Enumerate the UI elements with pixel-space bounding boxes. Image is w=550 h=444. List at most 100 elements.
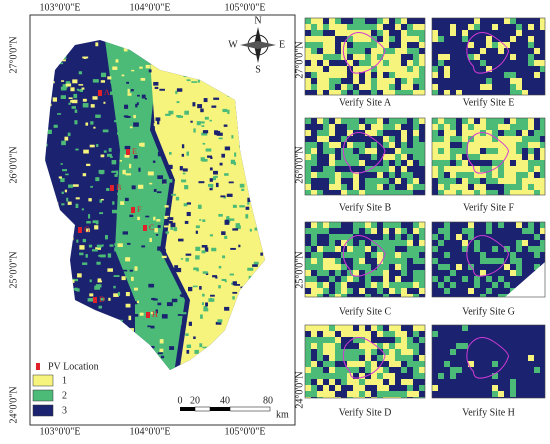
panel-cell (401, 367, 407, 373)
panel-cell (419, 228, 425, 234)
panel-cell (407, 343, 413, 349)
texture (205, 302, 208, 307)
texture (279, 224, 282, 228)
texture (272, 304, 275, 306)
texture (181, 144, 185, 149)
panel-cell (317, 367, 323, 373)
panel-cell (377, 178, 383, 184)
panel-cell (450, 172, 456, 178)
panel-cell (383, 331, 389, 337)
panel-cell (389, 154, 395, 160)
texture (45, 290, 46, 293)
texture (199, 75, 205, 78)
panel-cell (407, 60, 413, 66)
panel-cell (305, 42, 311, 48)
panel-cell (323, 78, 329, 84)
panel-cell (347, 142, 353, 148)
texture (257, 304, 262, 307)
panel-cell (371, 142, 377, 148)
panel-cell (389, 391, 395, 397)
panel-cell (498, 294, 504, 297)
panel-title: Verify Site E (463, 97, 515, 108)
texture (266, 90, 269, 92)
texture (268, 140, 273, 144)
panel-cell (516, 24, 522, 30)
texture (153, 216, 156, 221)
texture (184, 110, 189, 115)
texture (117, 243, 123, 247)
panel-cell (377, 258, 383, 264)
panel-cell (450, 130, 456, 136)
texture (264, 208, 265, 212)
panel-cell (377, 72, 383, 78)
panel-cell (311, 154, 317, 160)
panel-cell (359, 252, 365, 258)
texture (124, 197, 129, 202)
texture (222, 255, 226, 259)
panel-cell (486, 172, 492, 178)
texture (224, 173, 229, 176)
panel-cell (329, 142, 335, 148)
panel-cell (341, 90, 347, 95)
panel-cell (371, 90, 377, 95)
panel-cell (480, 118, 486, 124)
panel-cell (413, 373, 419, 379)
texture (105, 364, 111, 369)
compass-letter: S (255, 64, 261, 75)
texture (203, 98, 208, 103)
panel-cell (474, 148, 480, 154)
panel-cell (305, 361, 311, 367)
panel-cell (534, 178, 540, 184)
panel-cell (389, 397, 395, 398)
texture (100, 297, 105, 301)
panel-cell (534, 130, 540, 136)
panel-cell (335, 54, 341, 60)
texture (202, 346, 208, 349)
texture (251, 278, 256, 282)
panel-cell (432, 90, 438, 95)
panel-latitude-label: 26°0'0"N (294, 146, 305, 183)
panel-cell (389, 78, 395, 84)
panel-cell (504, 136, 510, 142)
panel-cell (438, 136, 444, 142)
panel-cell (450, 178, 456, 184)
panel-cell (305, 343, 311, 349)
panel-cell (438, 154, 444, 160)
texture (92, 79, 99, 83)
texture (113, 362, 116, 366)
texture (180, 258, 184, 260)
panel-cell (341, 240, 347, 246)
panel-cell (510, 184, 516, 190)
panel-cell (359, 361, 365, 367)
panel-cell (432, 148, 438, 154)
texture (169, 57, 173, 61)
panel-cell (371, 349, 377, 355)
panel-cell (468, 222, 474, 228)
texture (119, 220, 124, 225)
texture (87, 298, 94, 302)
panel-cell (474, 282, 480, 288)
panel-cell (359, 190, 365, 195)
panel-cell (335, 373, 341, 379)
texture (261, 222, 264, 225)
panel-cell (323, 148, 329, 154)
panel-cell (305, 270, 311, 276)
texture (209, 44, 213, 47)
panel-cell (492, 124, 498, 130)
panel-cell (383, 228, 389, 234)
legend-label: 3 (62, 405, 67, 416)
panel-cell (383, 48, 389, 54)
texture (173, 47, 177, 51)
panel-cell (371, 252, 377, 258)
panel-cell (329, 258, 335, 264)
panel-cell (353, 228, 359, 234)
panel-cell (407, 84, 413, 90)
scale-tick: 80 (263, 395, 273, 406)
texture (98, 169, 105, 174)
texture (78, 71, 83, 75)
panel-cell (377, 42, 383, 48)
texture (215, 75, 221, 78)
panel-cell (389, 258, 395, 264)
panel-cell (401, 349, 407, 355)
